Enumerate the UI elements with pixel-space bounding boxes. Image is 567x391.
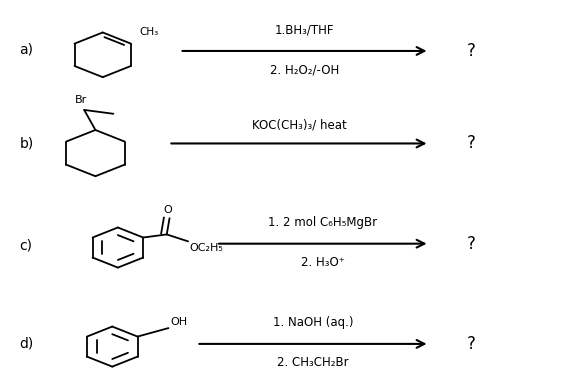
Text: O: O bbox=[163, 205, 172, 215]
Text: CH₃: CH₃ bbox=[139, 27, 159, 37]
Text: ?: ? bbox=[467, 135, 476, 152]
Text: 2. H₃O⁺: 2. H₃O⁺ bbox=[301, 256, 345, 269]
Text: OH: OH bbox=[170, 317, 187, 326]
Text: a): a) bbox=[20, 42, 33, 56]
Text: c): c) bbox=[20, 239, 33, 253]
Text: b): b) bbox=[20, 136, 34, 151]
Text: OC₂H₅: OC₂H₅ bbox=[189, 243, 223, 253]
Text: Br: Br bbox=[75, 95, 87, 105]
Text: 1.BH₃/THF: 1.BH₃/THF bbox=[275, 23, 335, 36]
Text: ?: ? bbox=[467, 42, 476, 60]
Text: d): d) bbox=[20, 337, 34, 351]
Text: 2. CH₃CH₂Br: 2. CH₃CH₂Br bbox=[277, 356, 349, 369]
Text: ?: ? bbox=[467, 235, 476, 253]
Text: 2. H₂O₂/-OH: 2. H₂O₂/-OH bbox=[270, 63, 339, 76]
Text: ?: ? bbox=[467, 335, 476, 353]
Text: 1. NaOH (aq.): 1. NaOH (aq.) bbox=[273, 316, 353, 329]
Text: 1. 2 mol C₆H₅MgBr: 1. 2 mol C₆H₅MgBr bbox=[268, 216, 378, 229]
Text: KOC(CH₃)₃/ heat: KOC(CH₃)₃/ heat bbox=[252, 119, 346, 132]
